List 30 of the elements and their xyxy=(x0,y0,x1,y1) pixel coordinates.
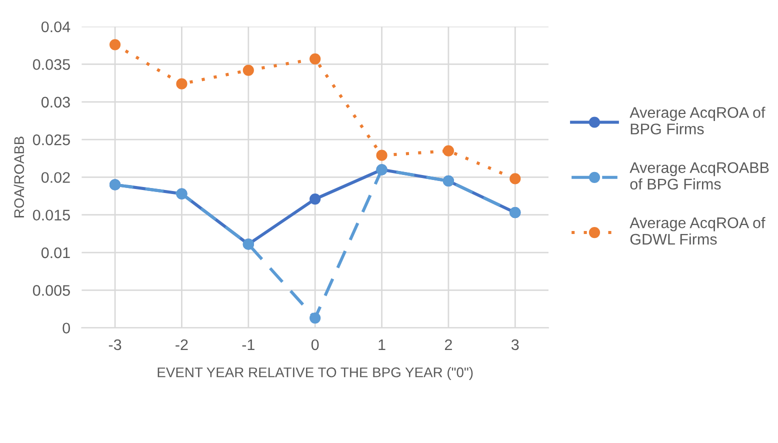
x-tick-label: -2 xyxy=(176,339,188,350)
x-tick-label: 3 xyxy=(511,339,519,350)
y-tick-label: 0.005 xyxy=(32,285,70,296)
point xyxy=(376,150,388,161)
y-tick-label: 0.04 xyxy=(41,21,70,32)
y-tick-label: 0.02 xyxy=(41,172,70,183)
y-tick-label: 0.015 xyxy=(32,210,70,221)
point xyxy=(310,312,321,324)
y-tick-label: 0.035 xyxy=(32,59,70,70)
x-tick-label: 2 xyxy=(444,339,452,350)
y-axis-title: ROA/ROABB xyxy=(14,136,24,218)
x-tick-label: -1 xyxy=(242,339,254,350)
y-tick-label: 0.025 xyxy=(32,134,70,146)
x-tick-label: -3 xyxy=(108,339,122,350)
point xyxy=(442,145,454,156)
y-tick-label: 0 xyxy=(62,322,70,334)
y-tick-label: 0.01 xyxy=(41,247,70,258)
point xyxy=(242,64,254,76)
y-tick-label: 0.03 xyxy=(41,96,70,108)
point xyxy=(310,53,321,65)
x-tick-label: 0 xyxy=(311,339,319,350)
x-axis-title: EVENT YEAR RELATIVE TO THE BPG YEAR ("0") xyxy=(158,367,473,380)
point xyxy=(510,173,521,184)
point xyxy=(176,78,188,90)
legend-label: Average AcqROA of BPG Firms xyxy=(630,106,766,134)
point xyxy=(109,39,121,50)
x-tick-label: 1 xyxy=(378,339,386,350)
point xyxy=(310,193,321,205)
legend-label: Average AcqROABB of BPG Firms xyxy=(630,162,769,190)
legend-label: Average AcqROA of GDWL Firms xyxy=(630,217,766,245)
